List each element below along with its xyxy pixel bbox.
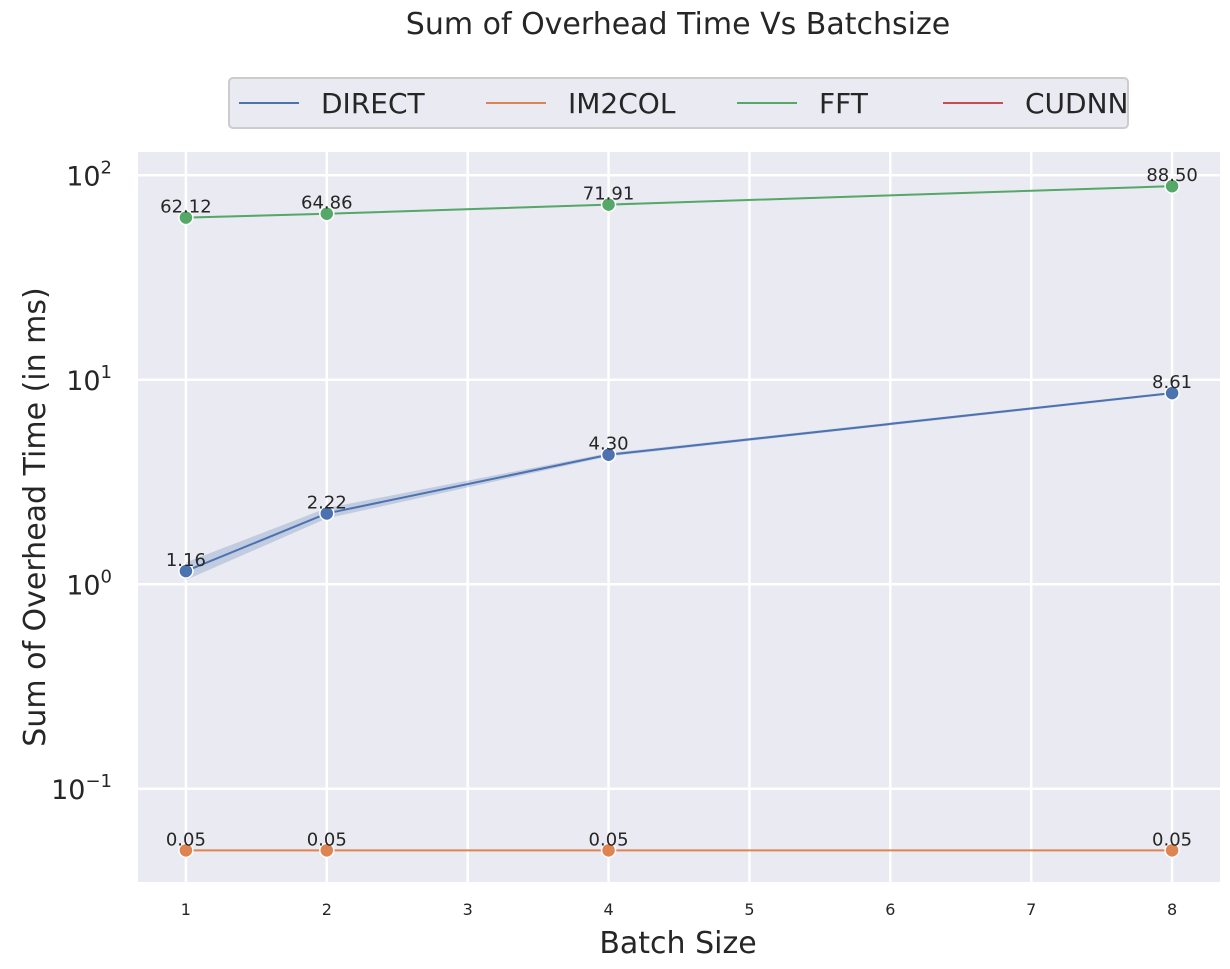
y-tick-label: 10−1 xyxy=(51,771,112,806)
x-tick-labels: 1 2 3 4 5 6 7 8 xyxy=(181,900,1177,919)
data-point-direct xyxy=(600,446,617,463)
x-tick-label: 4 xyxy=(603,900,613,919)
data-point-fft xyxy=(319,205,335,222)
y-tick-label: 101 xyxy=(66,362,112,397)
y-tick-labels: 10−1 100 101 102 xyxy=(51,157,112,805)
data-point-im2col xyxy=(178,842,194,859)
legend: DIRECT IM2COL FFT CUDNN xyxy=(228,77,1129,129)
data-label-fft: 88.50 xyxy=(1146,165,1198,186)
plot-area xyxy=(138,152,1220,882)
chart-title: Sum of Overhead Time Vs Batchsize xyxy=(406,7,950,42)
x-tick-label: 6 xyxy=(885,900,895,919)
data-label-im2col: 0.05 xyxy=(307,829,347,850)
legend-label-direct: DIRECT xyxy=(321,87,426,120)
gridlines xyxy=(138,152,1220,882)
x-tick-label: 1 xyxy=(181,900,191,919)
legend-label-cudnn: CUDNN xyxy=(1025,87,1129,120)
data-point-im2col xyxy=(1164,842,1180,859)
x-tick-label: 2 xyxy=(322,900,332,919)
data-label-direct: 2.22 xyxy=(307,492,347,513)
series-line-direct xyxy=(185,392,1173,573)
data-point-fft xyxy=(600,196,617,213)
series-line-fft xyxy=(185,185,1173,219)
data-labels: 1.16 2.22 4.30 8.61 0.05 0.05 0.05 0.05 62.12 64.… xyxy=(160,165,1198,850)
data-label-direct: 4.30 xyxy=(589,434,629,455)
data-point-im2col xyxy=(319,842,335,859)
x-tick-label: 3 xyxy=(463,900,473,919)
x-tick-label: 8 xyxy=(1167,900,1177,919)
legend-label-fft: FFT xyxy=(819,87,869,120)
data-label-fft: 62.12 xyxy=(160,197,212,218)
series-lines xyxy=(185,185,1173,852)
y-tick-label: 100 xyxy=(66,566,112,601)
data-label-direct: 8.61 xyxy=(1152,372,1192,393)
data-point-fft xyxy=(1164,178,1180,194)
data-label-im2col: 0.05 xyxy=(166,829,206,850)
y-tick-label: 102 xyxy=(66,157,112,192)
y-axis-label: Sum of Overhead Time (in ms) xyxy=(18,287,53,746)
data-point-direct xyxy=(1164,385,1180,401)
data-point-direct xyxy=(178,563,194,579)
data-label-fft: 71.91 xyxy=(583,184,635,205)
data-label-im2col: 0.05 xyxy=(589,829,629,850)
data-label-im2col: 0.05 xyxy=(1152,829,1192,850)
data-point-fft xyxy=(178,209,194,226)
legend-label-im2col: IM2COL xyxy=(568,87,676,120)
series-markers xyxy=(178,178,1180,859)
data-label-direct: 1.16 xyxy=(166,550,206,571)
data-point-direct xyxy=(319,505,335,522)
data-point-im2col xyxy=(600,842,617,859)
data-label-fft: 64.86 xyxy=(301,193,353,214)
x-axis-label: Batch Size xyxy=(599,926,756,961)
x-tick-label: 5 xyxy=(744,900,754,919)
legend-box xyxy=(228,77,1129,129)
x-tick-label: 7 xyxy=(1026,900,1036,919)
